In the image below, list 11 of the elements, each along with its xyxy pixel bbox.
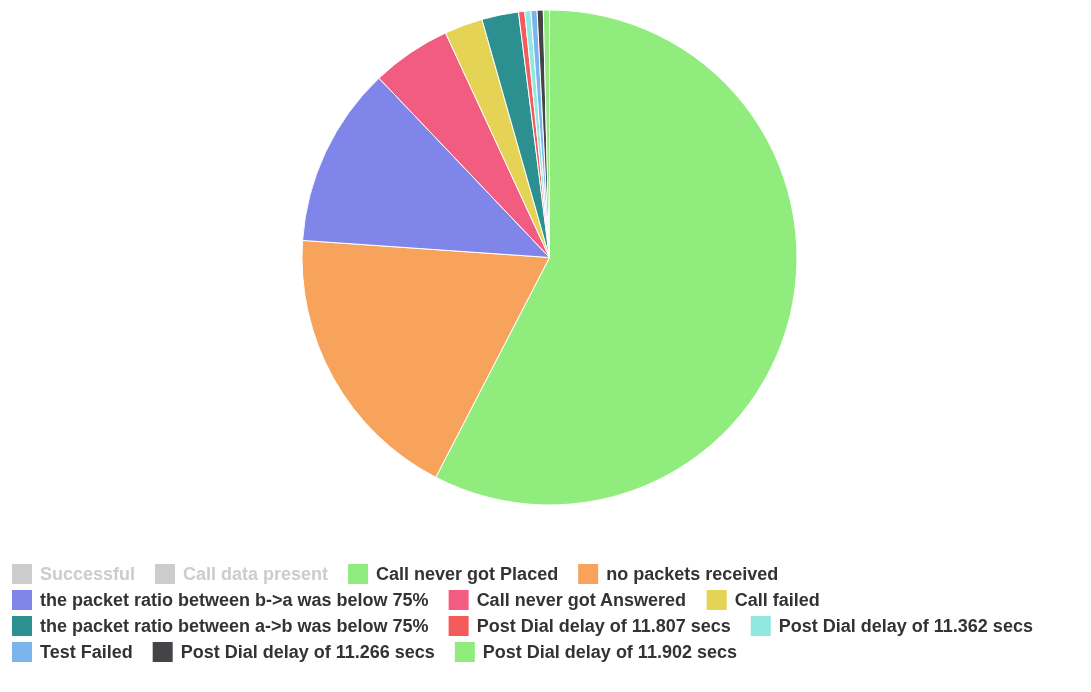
legend-label: Call never got Answered [476,590,687,610]
legend-label: Call failed [734,590,820,610]
legend-label: Call never got Placed [376,564,559,584]
legend-label: Post Dial delay of 11.807 secs [476,616,731,636]
legend-label: the packet ratio between a->b was below 75% [40,616,429,636]
legend-label: the packet ratio between b->a was below 75% [40,590,429,610]
legend-label: Post Dial delay of 11.362 secs [778,616,1033,636]
legend-label: Test Failed [40,642,133,662]
legend-label: Post Dial delay of 11.902 secs [482,642,737,662]
legend-label: Post Dial delay of 11.266 secs [180,642,435,662]
legend-label: no packets received [606,564,779,584]
